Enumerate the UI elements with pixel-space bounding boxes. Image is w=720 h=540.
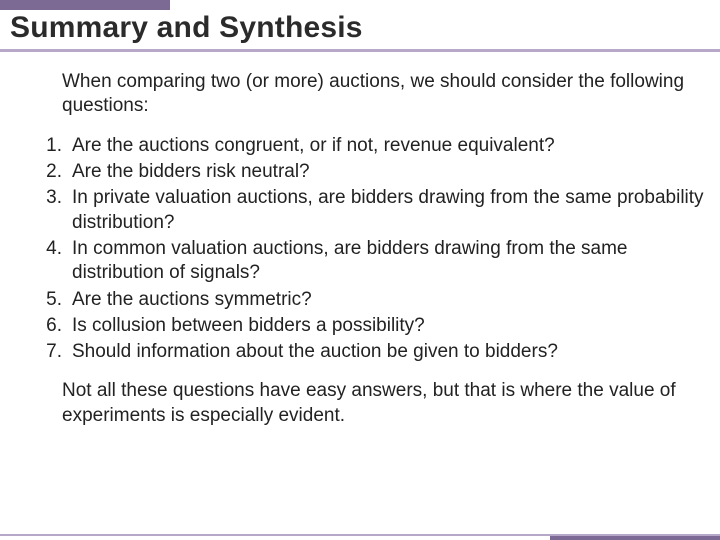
question-text: Is collusion between bidders a possibili…: [72, 314, 704, 338]
list-item: Is collusion between bidders a possibili…: [16, 313, 704, 339]
footer-accent: [0, 534, 720, 540]
list-item: Are the bidders risk neutral?: [16, 159, 704, 185]
question-text: Should information about the auction be …: [72, 340, 704, 364]
intro-text: When comparing two (or more) auctions, w…: [16, 70, 704, 133]
slide-title: Summary and Synthesis: [10, 11, 363, 45]
question-text: Are the auctions symmetric?: [72, 288, 704, 312]
list-item: Are the auctions symmetric?: [16, 287, 704, 313]
list-item: In common valuation auctions, are bidder…: [16, 236, 704, 287]
question-text: Are the bidders risk neutral?: [72, 160, 704, 184]
question-text: In common valuation auctions, are bidder…: [72, 237, 704, 286]
list-item: Are the auctions congruent, or if not, r…: [16, 133, 704, 159]
list-item: In private valuation auctions, are bidde…: [16, 185, 704, 236]
closing-text: Not all these questions have easy answer…: [16, 379, 704, 428]
slide-content: When comparing two (or more) auctions, w…: [0, 52, 720, 428]
list-item: Should information about the auction be …: [16, 339, 704, 365]
question-text: In private valuation auctions, are bidde…: [72, 186, 704, 235]
question-text: Are the auctions congruent, or if not, r…: [72, 134, 704, 158]
title-bar: Summary and Synthesis: [0, 0, 720, 52]
question-list: Are the auctions congruent, or if not, r…: [16, 133, 704, 380]
